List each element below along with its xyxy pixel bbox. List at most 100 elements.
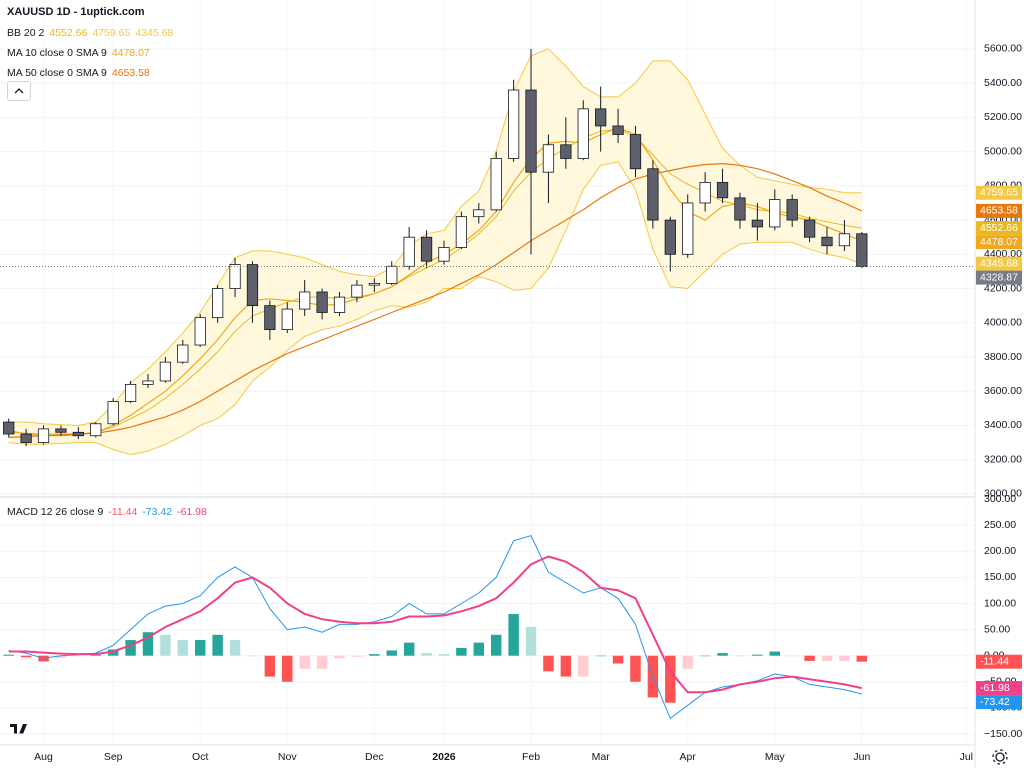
histogram-bar <box>229 640 241 656</box>
indicator-line <box>8 127 863 437</box>
candle-body <box>299 291 311 310</box>
y-tick-label: 3400.00 <box>984 419 1022 431</box>
histogram-bar <box>490 634 502 656</box>
indicator-line <box>8 162 863 438</box>
candle-body <box>595 108 607 127</box>
legend-value: 4345.68 <box>135 27 174 39</box>
collapse-button[interactable] <box>7 81 31 101</box>
candle-body <box>838 233 851 247</box>
y-tick-label: 150.00 <box>984 571 1016 583</box>
y-tick-label: 3000.00 <box>984 488 1022 500</box>
histogram-bar <box>369 654 380 656</box>
histogram-bar <box>125 640 136 656</box>
histogram-bar <box>247 655 258 657</box>
y-tick-label: 200.00 <box>984 545 1016 557</box>
histogram-bar <box>316 655 328 669</box>
price-label: -73.42 <box>980 696 1010 708</box>
price-label: -61.98 <box>980 682 1010 694</box>
price-label: 4552.66 <box>980 222 1018 234</box>
histogram-bar <box>55 655 67 658</box>
gear-teeth[interactable] <box>992 749 1008 765</box>
candle-body <box>368 283 380 286</box>
histogram-bar <box>508 613 519 656</box>
macd-line <box>8 555 863 694</box>
gear[interactable] <box>995 752 1005 762</box>
candle-body <box>473 209 485 218</box>
legend-value: -11.44 <box>108 506 138 518</box>
legend-value: 4653.58 <box>111 67 150 79</box>
histogram-bar <box>264 655 276 677</box>
histogram-bar <box>195 640 206 656</box>
histogram-bar <box>334 655 345 659</box>
candle-body <box>699 182 711 204</box>
candle-body <box>142 380 154 385</box>
histogram-bar <box>351 655 363 657</box>
logo-bg <box>8 720 30 738</box>
candle-body <box>420 236 433 262</box>
candle-body <box>107 401 119 425</box>
histogram-bar <box>20 655 32 658</box>
candle-body <box>194 317 206 346</box>
histogram-bar <box>543 655 554 672</box>
y-tick-label: 250.00 <box>984 519 1016 531</box>
tv-logo <box>8 720 30 738</box>
histogram-bar <box>839 655 850 661</box>
price-label-bg <box>976 695 1022 710</box>
y-tick-label: 4400.00 <box>984 248 1022 260</box>
histogram-bar <box>438 654 450 656</box>
legend-value: 4759.65 <box>92 27 131 39</box>
candle-body <box>664 219 676 255</box>
candle-body <box>455 216 468 248</box>
legend-name: MA 10 close 0 SMA 9 <box>7 47 107 59</box>
y-tick-label: 50.00 <box>984 623 1010 635</box>
y-tick-label: 5200.00 <box>984 111 1022 123</box>
legend-value: -73.42 <box>142 506 173 518</box>
price-label-bg <box>976 235 1022 250</box>
x-tick-label: Sep <box>104 751 123 763</box>
candle-body <box>682 202 694 255</box>
histogram-bar <box>3 654 14 656</box>
price-label-bg <box>976 270 1022 285</box>
legend-name: BB 20 2 <box>7 27 45 39</box>
candle-body <box>264 305 276 331</box>
candle-body <box>525 89 537 173</box>
candle-body <box>803 219 816 238</box>
histogram-bar <box>821 655 833 661</box>
legend-macd: MACD 12 26 close 9 -11.44 -73.42 -61.98 <box>7 506 212 518</box>
legend-bb: BB 20 2 4552.66 4759.65 4345.68 <box>7 27 178 39</box>
candle-body <box>577 108 589 159</box>
candle-body <box>3 421 15 435</box>
histogram-bar <box>282 655 293 682</box>
y-tick-label: 5000.00 <box>984 145 1022 157</box>
candle-body <box>246 264 259 307</box>
x-tick-label: May <box>765 751 786 763</box>
y-tick-label: 3800.00 <box>984 351 1022 363</box>
candle-body <box>177 344 189 363</box>
candle-body <box>281 308 293 331</box>
price-label-bg <box>976 654 1022 669</box>
histogram-bar <box>177 640 189 656</box>
price-label: 4328.87 <box>980 271 1018 283</box>
histogram-bar <box>403 642 415 656</box>
histogram-bar <box>578 655 589 677</box>
legend-value: 4478.07 <box>111 47 150 59</box>
chevron-path <box>14 88 24 94</box>
candle-body <box>751 219 763 228</box>
histogram-bar <box>473 642 485 656</box>
settings-icon[interactable] <box>992 749 1008 765</box>
candle-body <box>769 199 781 228</box>
candle-body <box>403 236 415 267</box>
histogram-bar <box>769 651 780 656</box>
macd-line <box>8 534 862 720</box>
chart-title: XAUUSD 1D - 1uptick.com <box>7 6 145 18</box>
candle-body <box>560 144 572 159</box>
candle-body <box>629 134 642 170</box>
x-tick-label: 2026 <box>432 751 456 763</box>
indicator-line <box>8 48 862 427</box>
legend-ma50: MA 50 close 0 SMA 9 4653.58 <box>7 67 155 79</box>
histogram-bar <box>752 654 763 656</box>
candle-body <box>229 264 241 289</box>
histogram-bar <box>856 655 868 662</box>
